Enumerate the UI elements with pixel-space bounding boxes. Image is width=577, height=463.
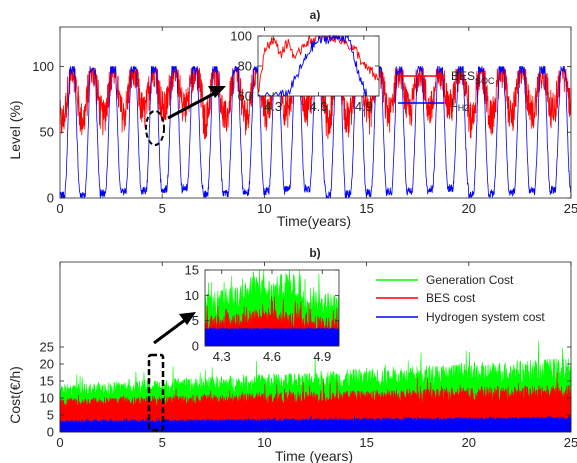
- panel-a-ytick-label: 50: [40, 125, 54, 140]
- panel-b-xtick-label: 15: [359, 435, 373, 450]
- panel-b-inset-xtick-label: 4.6: [263, 349, 281, 364]
- panel-a-ticks: 0 5 10 15 20 25 0 50 100: [32, 27, 577, 216]
- panel-b-inset: 4.3 4.6 4.9 0 5 10 15: [185, 263, 340, 364]
- panel-b-xtick-label: 0: [56, 435, 63, 450]
- panel-a-ytick-label: 0: [47, 191, 54, 206]
- panel-b-xtick-label: 25: [564, 435, 577, 450]
- legend-label-bes-soc-base: BES: [451, 69, 475, 83]
- panel-a-xtick-label: 25: [564, 201, 577, 216]
- legend-label-l-h2-sub: H2: [458, 103, 470, 113]
- panel-a-title: a): [310, 8, 321, 22]
- panel-a-zoom-arrowhead: [208, 86, 226, 98]
- panel-a-zoom-highlight: [145, 110, 165, 146]
- panel-b-zoom-arrow: [153, 318, 186, 345]
- panel-b-ytick-label: 0: [47, 425, 54, 440]
- panel-b-zoom-arrowhead: [179, 312, 196, 325]
- panel-b-xtick-label: 10: [257, 435, 271, 450]
- panel-a-inset-ytick-label: 80: [238, 59, 252, 74]
- panel-b-xlabel: Time (years): [275, 448, 353, 463]
- panel-a-inset-ytick-label: 100: [230, 29, 252, 44]
- panel-a-inset-ytick-label: 60: [238, 89, 252, 104]
- panel-a-inset-background: [258, 36, 379, 96]
- series-bes-cost-area: [59, 372, 572, 433]
- legend-label-bes-cost: BES cost: [426, 291, 476, 305]
- panel-b-inset-ytick-label: 0: [192, 339, 199, 354]
- panel-a-inset-xtick-label: 4.3: [264, 99, 282, 114]
- panel-b-ytick-label: 25: [40, 340, 54, 355]
- panel-b-ytick-label: 15: [40, 374, 54, 389]
- panel-a-xtick-label: 10: [257, 201, 271, 216]
- panel-b-inset-xtick-label: 4.9: [313, 349, 331, 364]
- legend-label-generation-cost: Generation Cost: [426, 273, 514, 287]
- panel-b-ylabel: Cost(€/h): [7, 366, 23, 424]
- legend-label-hydrogen-cost: Hydrogen system cost: [426, 310, 545, 324]
- panel-a-inset-ticks: 4.3 4.6 4.9 60 80 100: [230, 29, 379, 114]
- series-hydrogen-system-cost-area: [59, 415, 572, 433]
- panel-b-legend: Generation Cost BES cost Hydrogen system…: [376, 273, 545, 324]
- inset-series-hydrogen-system-cost-area: [204, 327, 340, 347]
- panel-a-zoom-arrow: [167, 91, 216, 120]
- panel-a-ytick-label: 100: [32, 59, 54, 74]
- panel-a-legend: BESSOC LH2: [398, 69, 495, 113]
- legend-label-l-h2: LH2: [451, 96, 469, 113]
- panel-a-xtick-label: 15: [359, 201, 373, 216]
- legend-label-bes-soc: BESSOC: [451, 69, 495, 86]
- panel-b-plot-area: [59, 341, 572, 433]
- legend-label-l-h2-base: L: [451, 96, 458, 110]
- panel-b-title: b): [309, 246, 320, 260]
- panel-b-xtick-label: 5: [159, 435, 166, 450]
- panel-a-inset-xtick-label: 4.9: [355, 99, 373, 114]
- panel-a: a) 0 5 10 15 20 25 0 50 100 Time(years) Level (%…: [7, 8, 577, 229]
- panel-a-inset: 4.3 4.6 4.9 60 80 100: [230, 29, 380, 114]
- panel-b-ytick-label: 10: [40, 391, 54, 406]
- panel-b-inset-ytick-label: 15: [185, 263, 199, 278]
- panel-a-xtick-label: 20: [462, 201, 476, 216]
- panel-b-inset-ytick-label: 10: [185, 288, 199, 303]
- panel-a-ylabel: Level (%): [7, 100, 23, 159]
- panel-b-inset-xtick-label: 4.3: [213, 349, 231, 364]
- legend-label-bes-soc-sub: SOC: [475, 76, 495, 86]
- panel-b-inset-plot-area: [204, 269, 340, 347]
- panel-a-xtick-label: 5: [159, 201, 166, 216]
- panel-b-zoom-highlight: [147, 353, 165, 432]
- panel-a-xtick-label: 0: [56, 201, 63, 216]
- panel-a-inset-xtick-label: 4.6: [309, 99, 327, 114]
- panel-b-inset-ticks: 4.3 4.6 4.9 0 5 10 15: [185, 263, 339, 364]
- panel-b-inset-ytick-label: 5: [192, 313, 199, 328]
- panel-b-ytick-label: 5: [47, 408, 54, 423]
- panel-a-xlabel: Time(years): [277, 213, 351, 229]
- panel-b-ytick-label: 20: [40, 357, 54, 372]
- panel-b-xtick-label: 20: [462, 435, 476, 450]
- panel-a-axes-box: [59, 26, 572, 199]
